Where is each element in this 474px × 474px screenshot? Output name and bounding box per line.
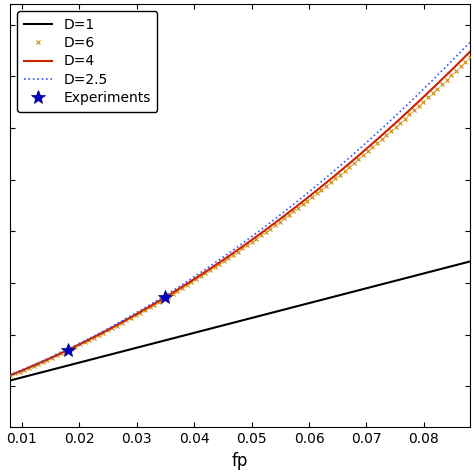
X-axis label: fp: fp — [232, 452, 248, 470]
D=6 — [8, 373, 13, 378]
Experiments — [65, 347, 71, 353]
D=4 — [228, 252, 234, 257]
D=1 — [8, 378, 13, 383]
D=4 — [8, 373, 13, 378]
Line: D=6: D=6 — [8, 55, 472, 378]
D=2.5 — [384, 121, 390, 127]
Line: D=1: D=1 — [10, 262, 470, 381]
D=1 — [281, 307, 287, 312]
D=1 — [226, 321, 231, 327]
D=6 — [114, 323, 120, 328]
D=2.5 — [8, 372, 13, 378]
D=4 — [281, 213, 287, 219]
D=2.5 — [281, 209, 287, 215]
D=2.5 — [228, 248, 234, 254]
Legend: D=1, D=6, D=4, D=2.5, Experiments: D=1, D=6, D=4, D=2.5, Experiments — [18, 11, 157, 112]
D=1 — [456, 262, 462, 267]
D=6 — [282, 216, 287, 221]
D=2.5 — [456, 51, 462, 56]
D=2.5 — [467, 39, 473, 45]
D=6 — [244, 242, 250, 248]
D=1 — [228, 320, 234, 326]
D=6 — [467, 55, 473, 60]
D=1 — [256, 313, 262, 319]
D=2.5 — [226, 250, 231, 256]
Experiments — [163, 294, 168, 300]
D=4 — [256, 232, 262, 237]
Line: Experiments: Experiments — [61, 290, 173, 357]
Line: D=2.5: D=2.5 — [10, 42, 470, 375]
D=4 — [226, 254, 231, 259]
D=1 — [467, 259, 473, 264]
D=4 — [384, 128, 390, 134]
D=4 — [467, 49, 473, 55]
Line: D=4: D=4 — [10, 52, 470, 375]
D=6 — [444, 77, 449, 83]
D=6 — [430, 90, 436, 96]
D=2.5 — [256, 228, 262, 234]
D=6 — [96, 332, 101, 338]
D=1 — [384, 280, 390, 286]
D=4 — [456, 60, 462, 66]
